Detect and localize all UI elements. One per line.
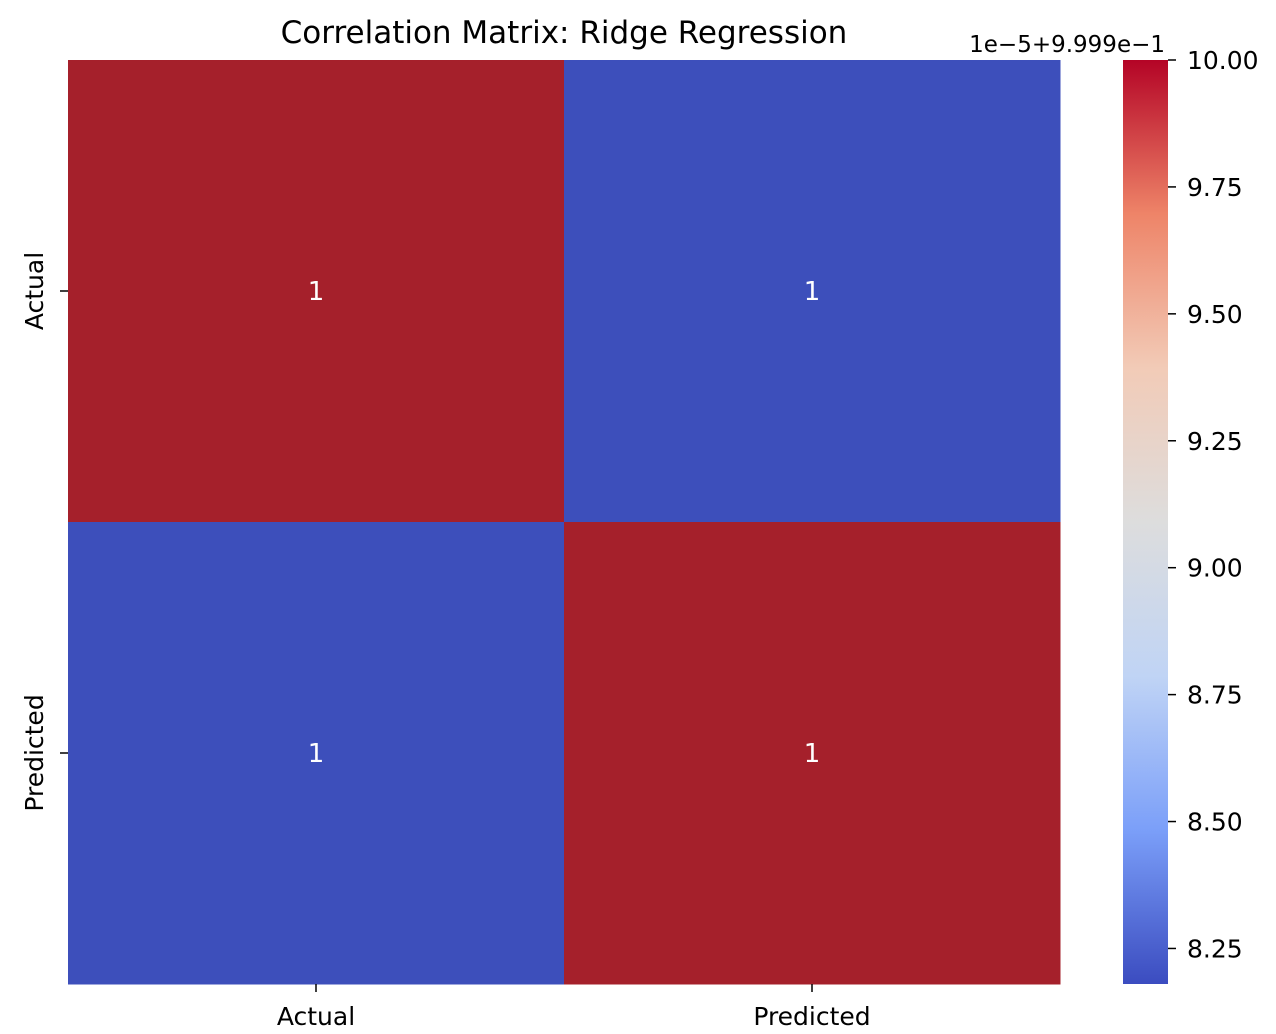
colorbar-tick-label: 9.25 [1187,427,1243,456]
colorbar-tick-label: 9.00 [1187,554,1243,583]
colorbar-tick-label: 8.25 [1187,934,1243,963]
x-tick-label: Predicted [753,1002,870,1031]
heatmap-cell-actual-actual [68,60,565,523]
heatmap-cell-actual-predicted [564,60,1061,523]
y-tick-label: Actual [20,252,49,330]
colorbar-tick-label: 9.75 [1187,173,1243,202]
x-axis: Actual Predicted [277,984,871,1031]
colorbar: 1e−5+9.999e−1 10.00 9.75 9.50 9.25 9.00 8.75 8… [969,32,1259,984]
heatmap-cells: 1 1 1 1 [68,60,1061,985]
cell-annotation: 1 [804,739,821,769]
y-tick-label: Predicted [20,694,49,811]
colorbar-tick-label: 8.75 [1187,681,1243,710]
colorbar-offset-label: 1e−5+9.999e−1 [969,32,1165,58]
colorbar-tick-label: 9.50 [1187,300,1243,329]
cell-annotation: 1 [308,277,325,307]
cell-annotation: 1 [804,277,821,307]
y-axis: Actual Predicted [20,252,68,812]
colorbar-gradient [1123,60,1168,984]
colorbar-tick-label: 10.00 [1187,46,1259,75]
chart-title: Correlation Matrix: Ridge Regression [281,15,848,51]
heatmap-cell-predicted-predicted [564,522,1061,985]
colorbar-tick-label: 8.50 [1187,808,1243,837]
cell-annotation: 1 [308,739,325,769]
x-tick-label: Actual [277,1002,355,1031]
heatmap-cell-predicted-actual [68,522,565,985]
